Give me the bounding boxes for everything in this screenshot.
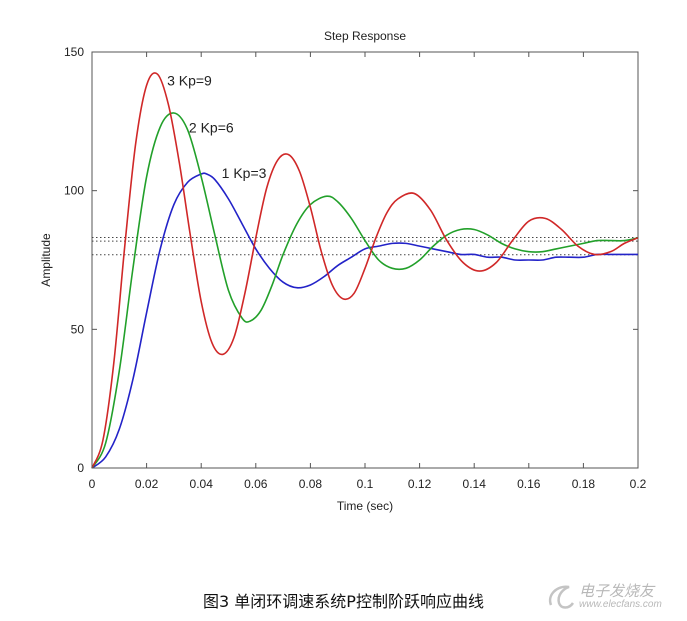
series-label-3: 3 Kp=9 bbox=[167, 72, 212, 88]
x-tick-label: 0.18 bbox=[572, 477, 596, 491]
y-tick-label: 150 bbox=[64, 45, 84, 59]
x-axis-ticks: 0 0.02 0.04 0.06 0.08 0.1 0.12 0.14 0.16 0.18 0.2 bbox=[89, 52, 647, 491]
step-response-chart: Step Response 1 Kp=3 2 Kp=6 3 Kp=9 0 0.02 0.… bbox=[39, 29, 647, 513]
x-tick-label: 0.04 bbox=[190, 477, 214, 491]
plot-area-frame bbox=[91, 51, 639, 469]
x-tick-label: 0.1 bbox=[357, 477, 374, 491]
series-lines bbox=[91, 72, 639, 469]
x-tick-label: 0.08 bbox=[299, 477, 323, 491]
series-line-3 bbox=[91, 72, 639, 469]
x-tick-label: 0.06 bbox=[244, 477, 268, 491]
y-tick-label: 50 bbox=[71, 322, 85, 336]
series-line-2 bbox=[91, 112, 639, 469]
watermark-url: www.elecfans.com bbox=[579, 599, 662, 610]
series-label-1: 1 Kp=3 bbox=[222, 165, 267, 181]
chart-title: Step Response bbox=[324, 29, 406, 43]
figure-caption: 图3 单闭环调速系统P控制阶跃响应曲线 bbox=[203, 592, 484, 611]
watermark-swirl-icon bbox=[548, 585, 575, 609]
y-axis-ticks: 0 50 100 150 bbox=[64, 45, 638, 475]
x-tick-label: 0.14 bbox=[463, 477, 487, 491]
x-tick-label: 0.02 bbox=[135, 477, 159, 491]
x-tick-label: 0 bbox=[89, 477, 96, 491]
y-tick-label: 100 bbox=[64, 184, 84, 198]
watermark-text: 电子发烧友 bbox=[579, 582, 655, 600]
series-line-1 bbox=[91, 172, 638, 469]
series-labels: 1 Kp=3 2 Kp=6 3 Kp=9 bbox=[167, 72, 267, 181]
x-axis-title: Time (sec) bbox=[337, 499, 393, 513]
y-axis-title: Amplitude bbox=[39, 233, 53, 287]
x-tick-label: 0.16 bbox=[517, 477, 541, 491]
x-tick-label: 0.12 bbox=[408, 477, 432, 491]
series-label-2: 2 Kp=6 bbox=[189, 119, 234, 135]
x-tick-label: 0.2 bbox=[630, 477, 647, 491]
watermark-logo: 电子发烧友 www.elecfans.com bbox=[545, 580, 675, 614]
y-tick-label: 0 bbox=[77, 461, 84, 475]
